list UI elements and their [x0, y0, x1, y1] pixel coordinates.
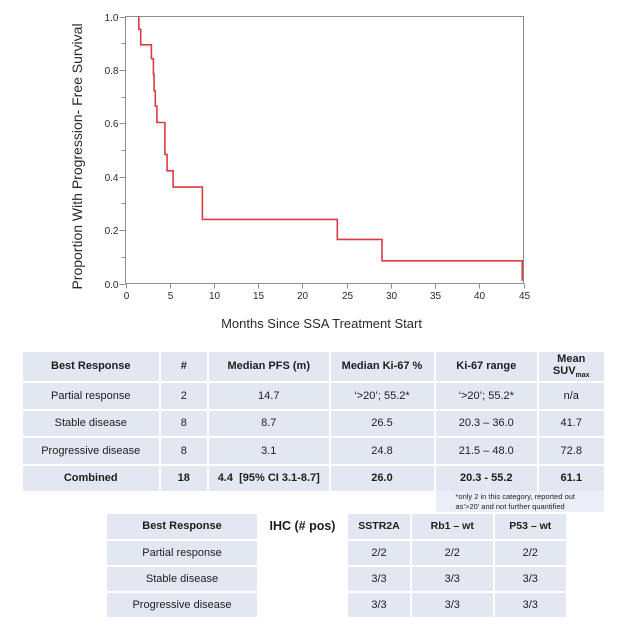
- t2-header-p53: P53 – wt: [494, 514, 566, 539]
- t1-row-stable-ki67-range: 20.3 – 36.0: [435, 411, 537, 436]
- y-axis-title: Proportion With Progression- Free Surviv…: [69, 23, 85, 289]
- t1-row-progressive-ki67-range: 21.5 – 48.0: [435, 438, 537, 464]
- t2-row-partial-sstr2a: 2/2: [348, 541, 410, 565]
- t1-row-combined-count: 18: [160, 466, 207, 491]
- response-summary-table: Best Response # Median PFS (m) Median Ki…: [23, 352, 604, 512]
- plot-frame: [125, 16, 524, 284]
- t1-row-combined-ki67-range: 20.3 - 55.2: [435, 466, 537, 491]
- t1-row-stable-pfs: 8.7: [209, 411, 329, 436]
- y-tick-label: 0.0: [105, 280, 119, 291]
- t2-header-sstr2a: SSTR2A: [348, 514, 410, 539]
- t1-header-mean-suvmax: Mean SUVmax: [539, 352, 604, 381]
- t1-row-progressive-pfs: 3.1: [209, 438, 329, 464]
- x-tick-label: 10: [209, 291, 221, 302]
- t2-row-partial-rb1: 2/2: [412, 541, 493, 565]
- t2-header-ihc: IHC (# pos): [269, 519, 336, 534]
- t2-row-progressive-label: Progressive disease: [107, 593, 257, 617]
- t1-header-ki67-range: Ki-67 range: [435, 352, 537, 381]
- t2-row-stable-rb1: 3/3: [412, 567, 493, 591]
- t1-row-partial-suv: n/a: [539, 383, 604, 409]
- x-axis-title: Months Since SSA Treatment Start: [221, 316, 422, 331]
- t1-row-combined-ki67: 26.0: [330, 466, 434, 491]
- x-tick-label: 40: [474, 291, 486, 302]
- t1-row-combined-label: Combined: [23, 466, 159, 491]
- ihc-table: Best Response IHC (# pos) SSTR2A Rb1 – w…: [107, 514, 566, 617]
- t1-footnote-line2: as’>20’ and not further quantified: [455, 501, 565, 511]
- t2-row-stable-label: Stable disease: [107, 567, 257, 591]
- t1-header-median-pfs: Median PFS (m): [209, 352, 329, 381]
- y-tick-label: 0.4: [105, 173, 119, 184]
- t1-header-suv-line2: SUVmax: [553, 365, 590, 380]
- t1-row-stable-label: Stable disease: [23, 411, 159, 436]
- t2-row-stable-ihc: [259, 567, 346, 591]
- t1-row-progressive-count: 8: [160, 438, 207, 464]
- x-tick-label: 30: [386, 291, 398, 302]
- t1-row-stable-ki67: 26.5: [330, 411, 434, 436]
- t2-header-rb1: Rb1 – wt: [412, 514, 493, 539]
- km-step-curve: [138, 16, 524, 281]
- t2-row-stable-p53: 3/3: [494, 567, 566, 591]
- y-tick-label: 1.0: [105, 13, 119, 24]
- t1-footnote-line1: *only 2 in this category, reported out: [455, 492, 576, 501]
- t2-row-stable-sstr2a: 3/3: [348, 567, 410, 591]
- t1-row-combined-pfs: 4.4 [95% CI 3.1-8.7]: [209, 466, 329, 491]
- t1-row-partial-ki67-range: ‘>20’; 55.2*: [435, 383, 537, 409]
- t1-row-partial-pfs: 14.7: [209, 383, 329, 409]
- t1-header-median-ki67: Median Ki-67 %: [330, 352, 434, 381]
- t1-row-progressive-label: Progressive disease: [23, 438, 159, 464]
- t2-row-partial-p53: 2/2: [494, 541, 566, 565]
- t2-row-partial-ihc: [259, 541, 346, 565]
- x-tick-label: 5: [168, 291, 174, 302]
- y-tick-label: 0.2: [105, 226, 119, 237]
- t1-footnote: *only 2 in this category, reported out as…: [435, 491, 604, 512]
- y-tick-label: 0.6: [105, 119, 119, 130]
- t1-header-best-response: Best Response: [23, 352, 159, 381]
- x-tick-label: 35: [430, 291, 442, 302]
- x-tick-label: 15: [253, 291, 265, 302]
- t1-row-combined-suv: 61.1: [539, 466, 604, 491]
- t2-row-progressive-rb1: 3/3: [412, 593, 493, 617]
- t1-row-stable-suv: 41.7: [539, 411, 604, 436]
- t1-row-stable-count: 8: [160, 411, 207, 436]
- t1-header-count: #: [160, 352, 207, 381]
- t2-row-progressive-ihc: [259, 593, 346, 617]
- t2-row-progressive-sstr2a: 3/3: [348, 593, 410, 617]
- t1-row-progressive-suv: 72.8: [539, 438, 604, 464]
- x-tick-label: 25: [342, 291, 354, 302]
- y-axis-ticks: 0.0 0.2 0.4 0.6 0.8 1.0: [105, 13, 126, 291]
- t2-row-partial-label: Partial response: [107, 541, 257, 565]
- t1-row-partial-label: Partial response: [23, 383, 159, 409]
- t1-header-suv-line1: Mean: [557, 353, 586, 366]
- y-tick-label: 0.8: [105, 66, 119, 77]
- t1-row-partial-ki67: ‘>20’; 55.2*: [330, 383, 434, 409]
- x-tick-label: 20: [297, 291, 309, 302]
- t1-suv-base: SUV: [552, 365, 576, 378]
- x-tick-label: 45: [519, 291, 531, 302]
- t1-row-partial-count: 2: [160, 383, 207, 409]
- t1-row-progressive-ki67: 24.8: [330, 438, 434, 464]
- t2-header-best-response: Best Response: [107, 514, 257, 539]
- x-axis-ticks: 0 5 10 15 20 25 30 35 40 45: [124, 283, 531, 302]
- t2-row-progressive-p53: 3/3: [494, 593, 566, 617]
- t1-suv-subscript: max: [575, 372, 590, 380]
- x-tick-label: 0: [124, 291, 130, 302]
- km-survival-chart: 0.0 0.2 0.4 0.6 0.8 1.0 0 5 10 15 20 25 30 35 40 45 Mont…: [69, 13, 531, 331]
